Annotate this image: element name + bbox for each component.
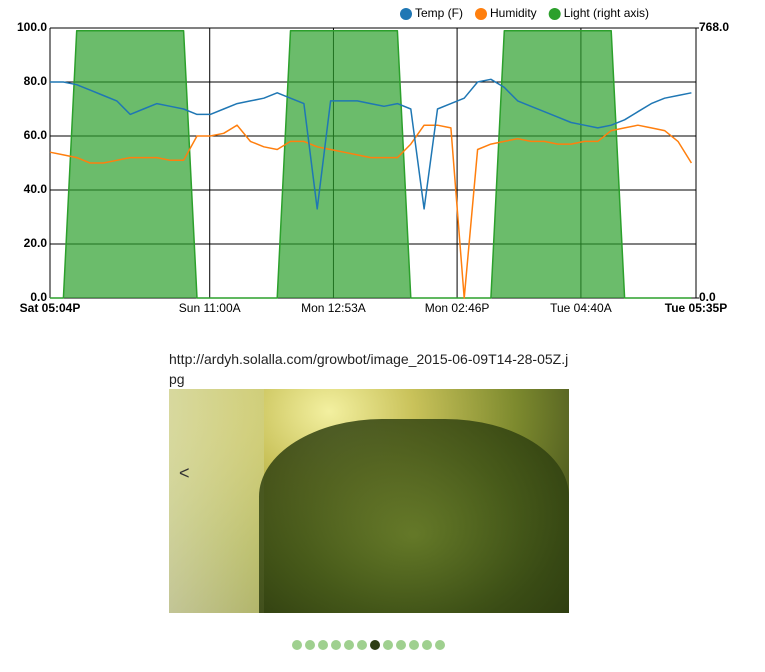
x-tick-label: Sun 11:00A [179, 301, 241, 315]
legend-swatch [475, 8, 487, 20]
legend-swatch [400, 8, 412, 20]
dot[interactable] [357, 640, 367, 650]
dot[interactable] [331, 640, 341, 650]
dot[interactable] [344, 640, 354, 650]
dot[interactable] [435, 640, 445, 650]
y2-tick-label: 0.0 [699, 290, 716, 304]
x-tick-label: Sat 05:04P [20, 301, 81, 315]
prev-button[interactable]: < [179, 463, 190, 483]
legend-item[interactable]: Temp (F) [400, 6, 463, 20]
series-line [49, 124, 693, 299]
dot[interactable] [383, 640, 393, 650]
legend-item[interactable]: Light (right axis) [548, 6, 649, 20]
x-tick-label: Tue 04:40A [550, 301, 612, 315]
light-area [50, 30, 692, 299]
y-tick-label: 0.0 [30, 290, 47, 304]
legend-item[interactable]: Humidity [475, 6, 537, 20]
dot-active[interactable] [370, 640, 380, 650]
x-tick-label: Mon 02:46P [425, 301, 490, 315]
grow-photo [169, 389, 569, 613]
series-line [50, 78, 692, 210]
legend: Temp (F) Humidity Light (right axis) [400, 6, 649, 20]
legend-swatch [548, 8, 561, 20]
y-tick-label: 80.0 [24, 74, 48, 88]
photo-plants [259, 419, 569, 613]
y-tick-label: 100.0 [17, 20, 47, 34]
y-tick-label: 20.0 [24, 236, 48, 250]
dot[interactable] [318, 640, 328, 650]
legend-label: Temp (F) [415, 6, 463, 20]
legend-label: Light (right axis) [564, 6, 649, 20]
dot[interactable] [305, 640, 315, 650]
dot[interactable] [422, 640, 432, 650]
dot[interactable] [396, 640, 406, 650]
legend-label: Humidity [490, 6, 537, 20]
dot[interactable] [292, 640, 302, 650]
y-tick-label: 60.0 [24, 128, 48, 142]
carousel-dots [292, 640, 445, 650]
photo-wall [169, 389, 264, 613]
image-caption: http://ardyh.solalla.com/growbot/image_2… [169, 351, 569, 387]
y-tick-label: 40.0 [24, 182, 48, 196]
chart: 0.0 20.0 40.0 60.0 80.0 100.0 0.0 768.0 Sat 05:0… [17, 6, 729, 315]
x-tick-label: Mon 12:53A [301, 301, 366, 315]
x-tick-label: Tue 05:35P [665, 301, 727, 315]
dot[interactable] [409, 640, 419, 650]
y2-tick-label: 768.0 [699, 20, 729, 34]
